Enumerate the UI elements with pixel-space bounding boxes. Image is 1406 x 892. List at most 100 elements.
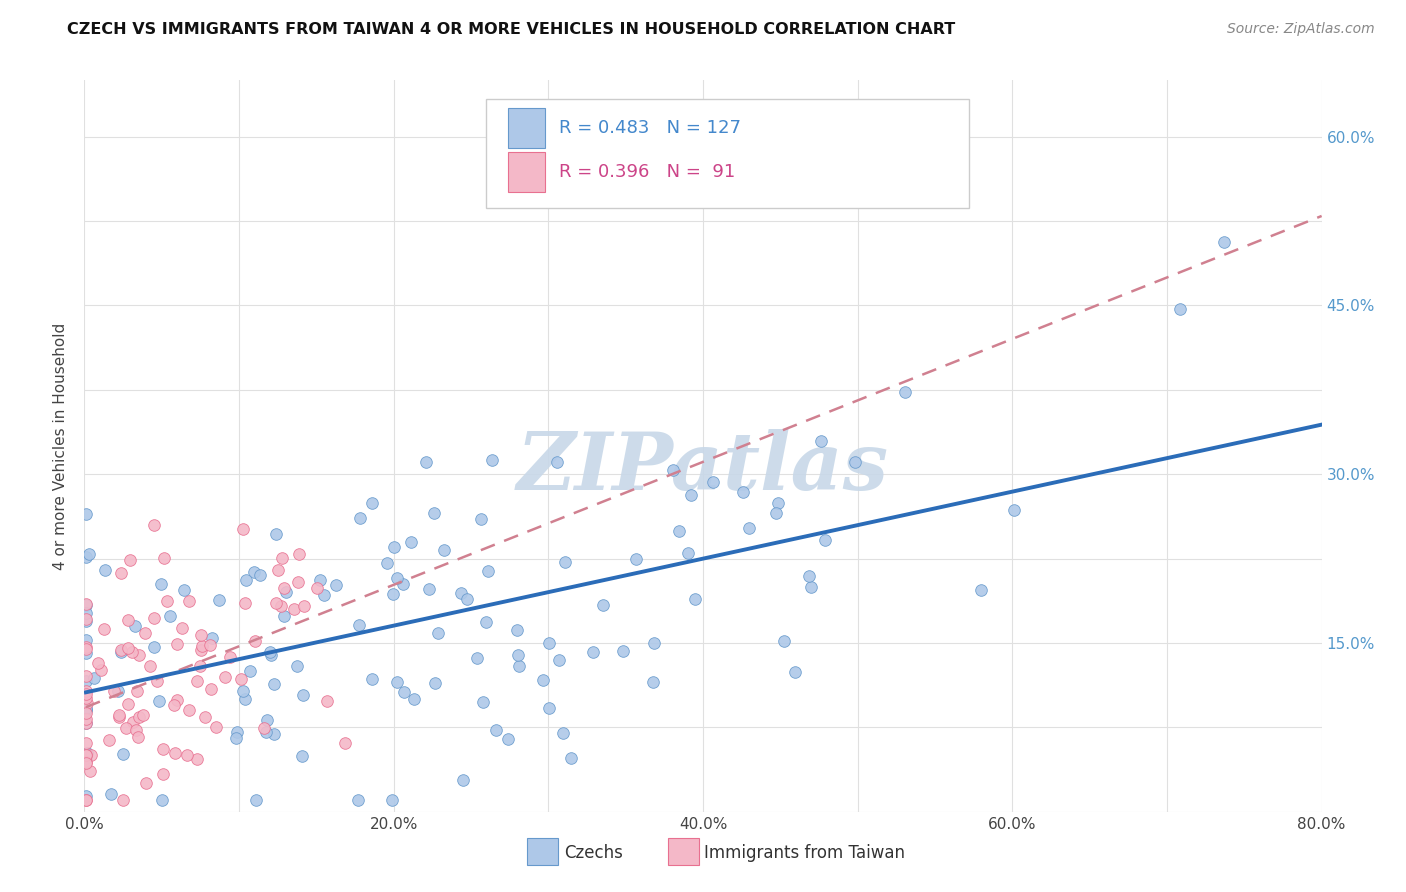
Point	[450, 586, 472, 600]
Point	[107, 683, 129, 698]
Point	[844, 455, 866, 469]
Point	[418, 582, 440, 596]
Point	[156, 594, 179, 608]
Point	[122, 714, 145, 729]
Point	[75, 598, 97, 612]
Point	[233, 596, 256, 610]
FancyBboxPatch shape	[508, 152, 544, 192]
Point	[232, 684, 254, 698]
Point	[75, 597, 97, 611]
Point	[287, 547, 309, 561]
Point	[75, 684, 97, 698]
Point	[392, 685, 415, 699]
Point	[554, 555, 576, 569]
Point	[423, 675, 446, 690]
Point	[111, 793, 134, 807]
Point	[186, 673, 208, 688]
Point	[235, 692, 257, 706]
Point	[75, 612, 97, 626]
Point	[76, 696, 98, 710]
Point	[245, 634, 267, 648]
Point	[451, 772, 474, 787]
Text: Czechs: Czechs	[564, 844, 623, 862]
FancyBboxPatch shape	[508, 108, 544, 148]
Point	[537, 636, 560, 650]
Point	[347, 793, 370, 807]
Point	[75, 633, 97, 648]
Point	[245, 793, 267, 807]
Text: Immigrants from Taiwan: Immigrants from Taiwan	[704, 844, 905, 862]
Point	[75, 691, 97, 706]
Point	[75, 756, 97, 770]
Point	[263, 727, 285, 741]
FancyBboxPatch shape	[486, 99, 969, 209]
Point	[385, 571, 408, 585]
Point	[117, 640, 139, 655]
Point	[93, 622, 115, 636]
Point	[125, 723, 148, 737]
Point	[702, 475, 724, 490]
Point	[117, 697, 139, 711]
Point	[75, 507, 97, 521]
Point	[131, 708, 153, 723]
Point	[485, 723, 508, 737]
Point	[75, 646, 97, 660]
Point	[433, 543, 456, 558]
Point	[643, 636, 665, 650]
Point	[75, 706, 97, 720]
Point	[546, 455, 568, 469]
Point	[214, 670, 236, 684]
Point	[107, 708, 129, 723]
Point	[191, 639, 214, 653]
Point	[423, 506, 446, 520]
Point	[115, 721, 138, 735]
Point	[117, 613, 139, 627]
Point	[273, 608, 295, 623]
Point	[731, 484, 754, 499]
Point	[270, 551, 292, 566]
Point	[399, 534, 422, 549]
Point	[506, 623, 529, 637]
Point	[309, 573, 332, 587]
Text: R = 0.396   N =  91: R = 0.396 N = 91	[560, 162, 735, 181]
Point	[472, 695, 495, 709]
Point	[75, 747, 97, 762]
Point	[384, 541, 406, 555]
Point	[100, 787, 122, 801]
Point	[98, 732, 121, 747]
Point	[75, 715, 97, 730]
Point	[152, 767, 174, 781]
Point	[256, 713, 278, 727]
Point	[226, 724, 249, 739]
Point	[75, 793, 97, 807]
Point	[152, 742, 174, 756]
Point	[249, 567, 271, 582]
Point	[143, 517, 166, 532]
Point	[79, 548, 101, 562]
Point	[139, 658, 162, 673]
Point	[333, 736, 356, 750]
Point	[124, 619, 146, 633]
Point	[205, 720, 228, 734]
Point	[75, 641, 97, 656]
Point	[75, 704, 97, 718]
Point	[127, 730, 149, 744]
Point	[94, 562, 117, 576]
Point	[200, 682, 222, 697]
Point	[259, 645, 281, 659]
Point	[592, 598, 614, 612]
Point	[150, 576, 173, 591]
Point	[766, 496, 789, 510]
Point	[172, 621, 194, 635]
Point	[661, 463, 683, 477]
Point	[127, 684, 149, 698]
Point	[75, 607, 97, 621]
Point	[641, 675, 664, 690]
Point	[481, 453, 503, 467]
Point	[253, 721, 276, 735]
Point	[188, 659, 211, 673]
Point	[128, 648, 150, 663]
Point	[75, 640, 97, 655]
Point	[186, 752, 208, 766]
Point	[1002, 503, 1025, 517]
